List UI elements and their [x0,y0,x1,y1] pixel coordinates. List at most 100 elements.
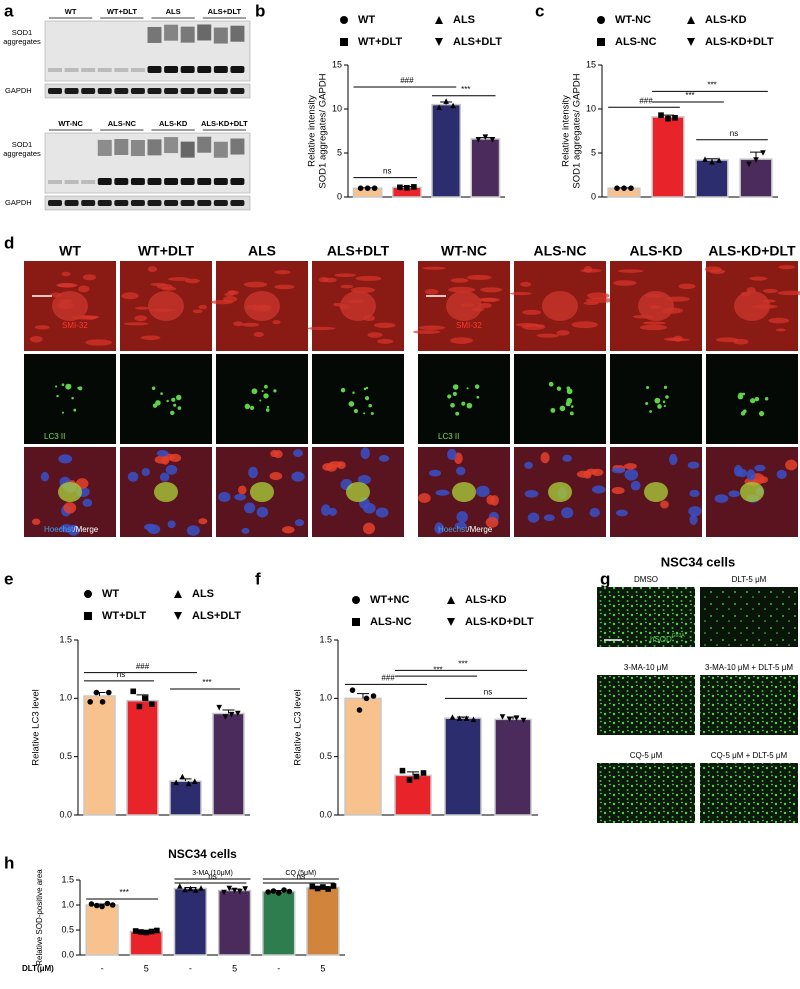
puncta [664,386,667,389]
data-point [760,150,766,156]
nucleus [669,454,677,465]
nucleus [248,467,258,479]
bar [219,891,251,956]
control-band [181,200,195,206]
data-point [404,185,410,191]
fiber [451,278,469,283]
condition-label: 3-MA-10 μM [624,663,669,672]
fiber [613,280,636,286]
panel-letter: d [4,233,14,252]
panel-letter: a [4,1,14,20]
row-label: Hoechst/Merge [438,525,493,534]
significance-label: ns [208,872,216,881]
nucleus [541,452,550,463]
control-band [214,88,228,94]
puncta [738,394,744,400]
cell-image [700,587,798,647]
nucleus [128,472,139,482]
nucleus [457,511,468,523]
y-tick-label: 15 [586,59,596,69]
data-point [271,888,277,894]
puncta [170,411,174,415]
fiber [319,277,329,282]
blot-band [98,178,112,185]
nucleus [161,456,169,465]
blot-band [164,178,178,185]
legend-marker [340,16,348,24]
nucleus [376,507,389,517]
legend-label: ALS-NC [615,36,657,48]
significance-label: *** [707,81,716,90]
blot-band [114,178,128,185]
fiber [556,330,569,335]
puncta [55,385,57,387]
data-point [443,98,449,104]
legend-marker [84,590,92,598]
legend-label: ALS-KD+DLT [465,616,534,628]
puncta [645,402,648,405]
nucleus [562,455,572,462]
legend-marker [174,612,182,620]
legend-label: WT+NC [370,594,409,606]
panel-letter: e [4,569,13,588]
fiber [584,302,599,305]
puncta [450,403,455,408]
data-point [276,890,282,896]
blot-band [214,66,228,73]
puncta [742,393,745,396]
nucleus [363,503,376,513]
nucleus [544,514,555,521]
puncta [68,384,71,387]
legend-marker [435,16,443,24]
nucleus [612,467,625,473]
puncta [152,386,156,390]
data-point [400,768,406,774]
nucleus [295,519,304,526]
nucleus [476,486,490,497]
legend-marker [447,596,455,604]
significance-label: ns [117,670,125,679]
micrograph-header: ALS-KD [630,243,683,259]
nucleus [754,465,765,472]
micrograph-header: ALS-KD+DLT [708,243,796,259]
data-point [658,112,664,118]
bar [395,775,431,815]
bar [127,701,158,815]
puncta [447,394,451,398]
nucleus [590,508,600,517]
fiber [272,320,280,324]
blot-band [181,66,195,73]
blot-band [197,24,211,40]
blot-band [131,140,145,156]
condition-label: CQ-5 μM + DLT-5 μM [711,751,788,760]
fiber [148,266,157,272]
control-band [65,88,79,94]
puncta [171,398,175,402]
control-band [214,200,228,206]
blot-band [148,178,162,185]
data-point [216,705,222,711]
data-point [177,883,183,889]
micrograph [216,354,308,444]
fiber [467,275,492,280]
puncta [153,404,157,408]
soma [244,291,280,321]
data-point [180,774,186,780]
x-tick-label: - [101,963,104,973]
lane-label: WT-NC [58,119,83,128]
control-band [230,200,244,206]
lane-label: WT [65,7,77,16]
data-point [105,901,111,907]
fiber [516,323,539,327]
puncta [741,411,746,416]
y-axis-label: Relative intensity [307,95,318,167]
data-point [110,902,116,908]
legend-marker [447,618,455,626]
blot-control-label: GAPDH [5,198,32,207]
nucleus [524,462,533,469]
x-tick-label: - [277,963,280,973]
y-tick-label: 0 [591,191,596,201]
significance-label: ### [400,76,414,85]
data-point [94,690,100,696]
legend-label: ALS-KD+DLT [705,36,774,48]
